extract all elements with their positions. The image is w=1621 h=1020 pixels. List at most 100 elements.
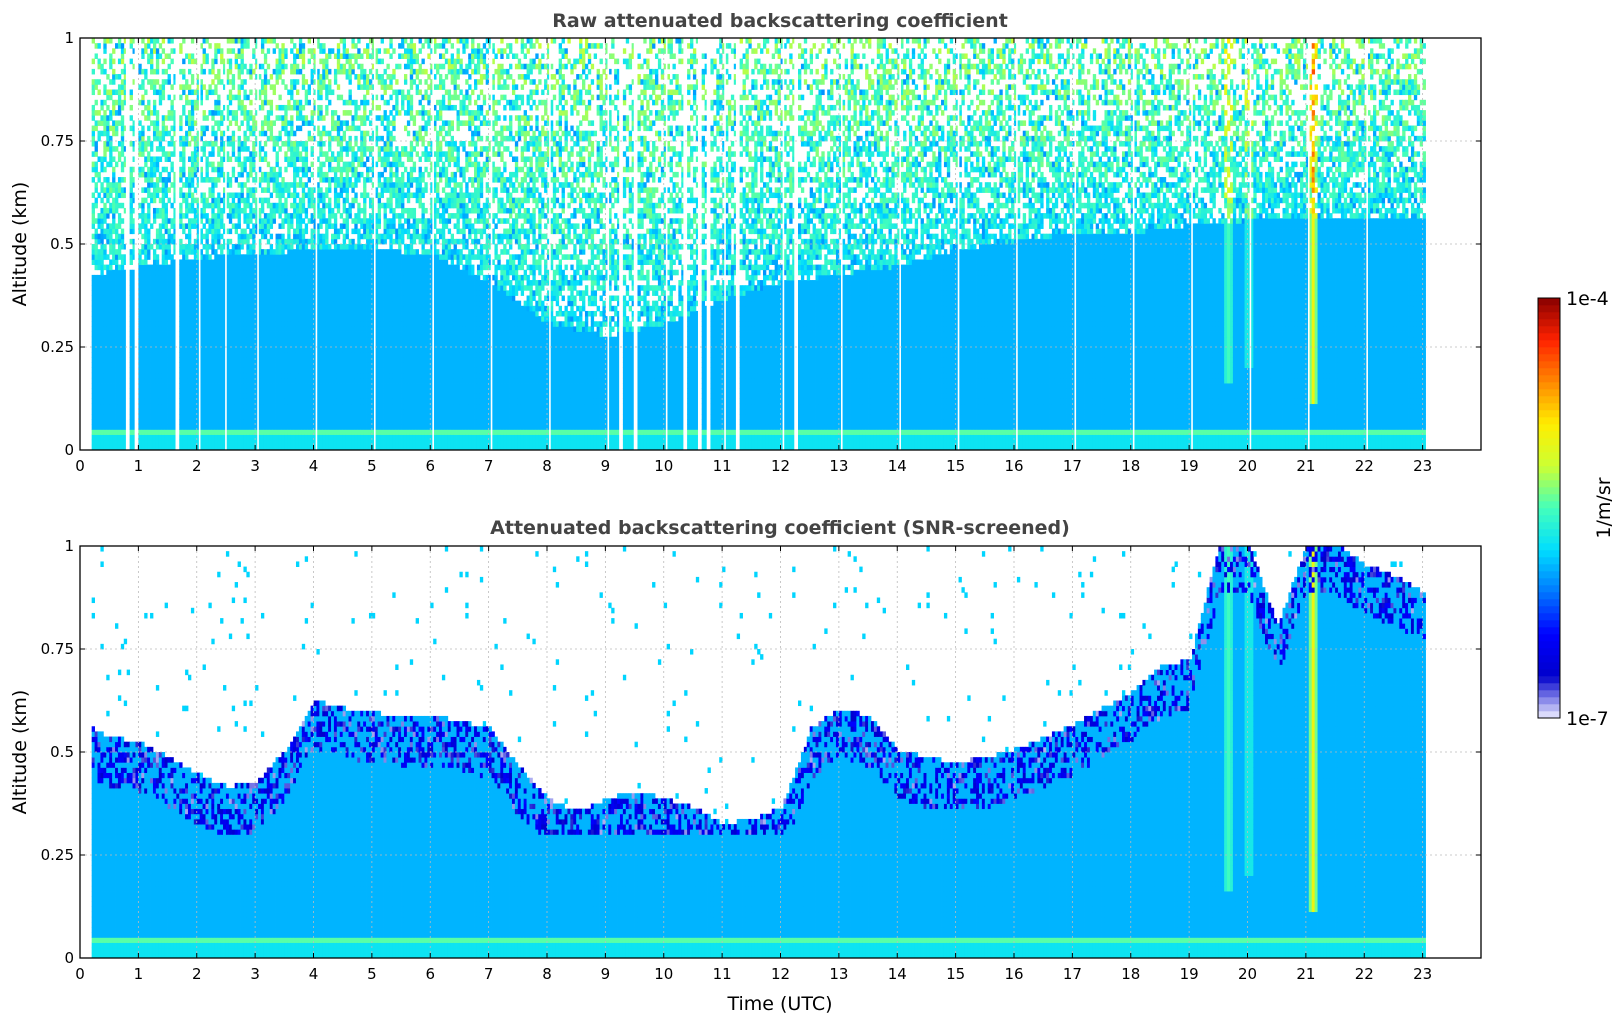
heatmap-cell <box>130 182 133 188</box>
heatmap-cell <box>153 90 156 96</box>
heatmap-cell <box>305 404 308 410</box>
heatmap-cell <box>150 316 153 322</box>
heatmap-cell <box>322 249 325 255</box>
heatmap-cell <box>220 388 223 394</box>
heatmap-cell <box>208 203 211 209</box>
heatmap-cell <box>305 429 308 435</box>
heatmap-cell <box>106 357 109 363</box>
heatmap-cell <box>243 383 246 389</box>
heatmap-cell <box>100 244 103 250</box>
heatmap-cell <box>112 290 115 296</box>
heatmap-cell <box>241 48 244 54</box>
heatmap-cell <box>118 38 121 44</box>
heatmap-cell <box>141 53 144 59</box>
heatmap-cell <box>147 409 150 415</box>
heatmap-cell <box>328 399 331 405</box>
heatmap-cell <box>153 378 156 384</box>
heatmap-cell <box>305 290 308 296</box>
heatmap-cell <box>156 208 159 214</box>
heatmap-cell <box>267 126 270 132</box>
heatmap-cell <box>276 141 279 147</box>
heatmap-cell <box>305 347 308 353</box>
heatmap-cell <box>325 187 328 193</box>
heatmap-cell <box>232 275 235 281</box>
heatmap-cell <box>267 187 270 193</box>
heatmap-cell <box>170 254 173 260</box>
heatmap-cell <box>121 43 124 49</box>
heatmap-cell <box>191 136 194 142</box>
heatmap-cell <box>214 239 217 245</box>
heatmap-cell <box>264 69 267 75</box>
heatmap-cell <box>246 95 249 101</box>
heatmap-cell <box>328 177 331 183</box>
heatmap-cell <box>238 213 241 219</box>
heatmap-cell <box>156 285 159 291</box>
heatmap-cell <box>246 306 249 312</box>
heatmap-cell <box>147 337 150 343</box>
heatmap-cell <box>296 306 299 312</box>
heatmap-cell <box>115 399 118 405</box>
heatmap-cell <box>319 141 322 147</box>
heatmap-cell <box>293 208 296 214</box>
heatmap-cell <box>95 146 98 152</box>
heatmap-cell <box>208 193 211 199</box>
heatmap-cell <box>331 424 334 430</box>
heatmap-cell <box>95 218 98 224</box>
heatmap-cell <box>264 321 267 327</box>
heatmap-cell <box>115 404 118 410</box>
heatmap-cell <box>322 151 325 157</box>
heatmap-cell <box>325 151 328 157</box>
heatmap-cell <box>246 373 249 379</box>
heatmap-cell <box>270 203 273 209</box>
heatmap-cell <box>246 239 249 245</box>
heatmap-cell <box>147 172 150 178</box>
heatmap-cell <box>185 352 188 358</box>
heatmap-cell <box>109 296 112 302</box>
heatmap-cell <box>112 373 115 379</box>
heatmap-cell <box>147 218 150 224</box>
heatmap-cell <box>206 326 209 332</box>
heatmap-cell <box>238 399 241 405</box>
heatmap-cell <box>238 105 241 111</box>
heatmap-cell <box>188 131 191 137</box>
heatmap-cell <box>191 306 194 312</box>
heatmap-cell <box>217 280 220 286</box>
heatmap-cell <box>281 388 284 394</box>
heatmap-cell <box>296 270 299 276</box>
heatmap-cell <box>270 357 273 363</box>
heatmap-cell <box>203 409 206 415</box>
heatmap-cell <box>103 388 106 394</box>
heatmap-cell <box>287 218 290 224</box>
heatmap-cell <box>276 347 279 353</box>
heatmap-cell <box>229 275 232 281</box>
heatmap-cell <box>334 435 337 441</box>
heatmap-cell <box>153 429 156 435</box>
heatmap-cell <box>334 424 337 430</box>
heatmap-cell <box>249 249 252 255</box>
heatmap-cell <box>147 244 150 250</box>
heatmap-cell <box>281 249 284 255</box>
heatmap-cell <box>241 347 244 353</box>
heatmap-cell <box>217 285 220 291</box>
heatmap-cell <box>115 259 118 265</box>
heatmap-cell <box>328 69 331 75</box>
heatmap-cell <box>168 393 171 399</box>
heatmap-cell <box>238 136 241 142</box>
heatmap-cell <box>150 419 153 425</box>
heatmap-cell <box>141 399 144 405</box>
heatmap-cell <box>217 198 220 204</box>
heatmap-cell <box>100 368 103 374</box>
heatmap-cell <box>165 296 168 302</box>
heatmap-cell <box>92 162 95 168</box>
heatmap-cell <box>191 332 194 338</box>
heatmap-cell <box>191 38 194 44</box>
heatmap-cell <box>206 203 209 209</box>
heatmap-cell <box>191 193 194 199</box>
heatmap-cell <box>284 126 287 132</box>
heatmap-cell <box>243 182 246 188</box>
heatmap-cell <box>264 311 267 317</box>
heatmap-cell <box>331 419 334 425</box>
heatmap-cell <box>325 296 328 302</box>
heatmap-cell <box>121 234 124 240</box>
heatmap-cell <box>179 280 182 286</box>
